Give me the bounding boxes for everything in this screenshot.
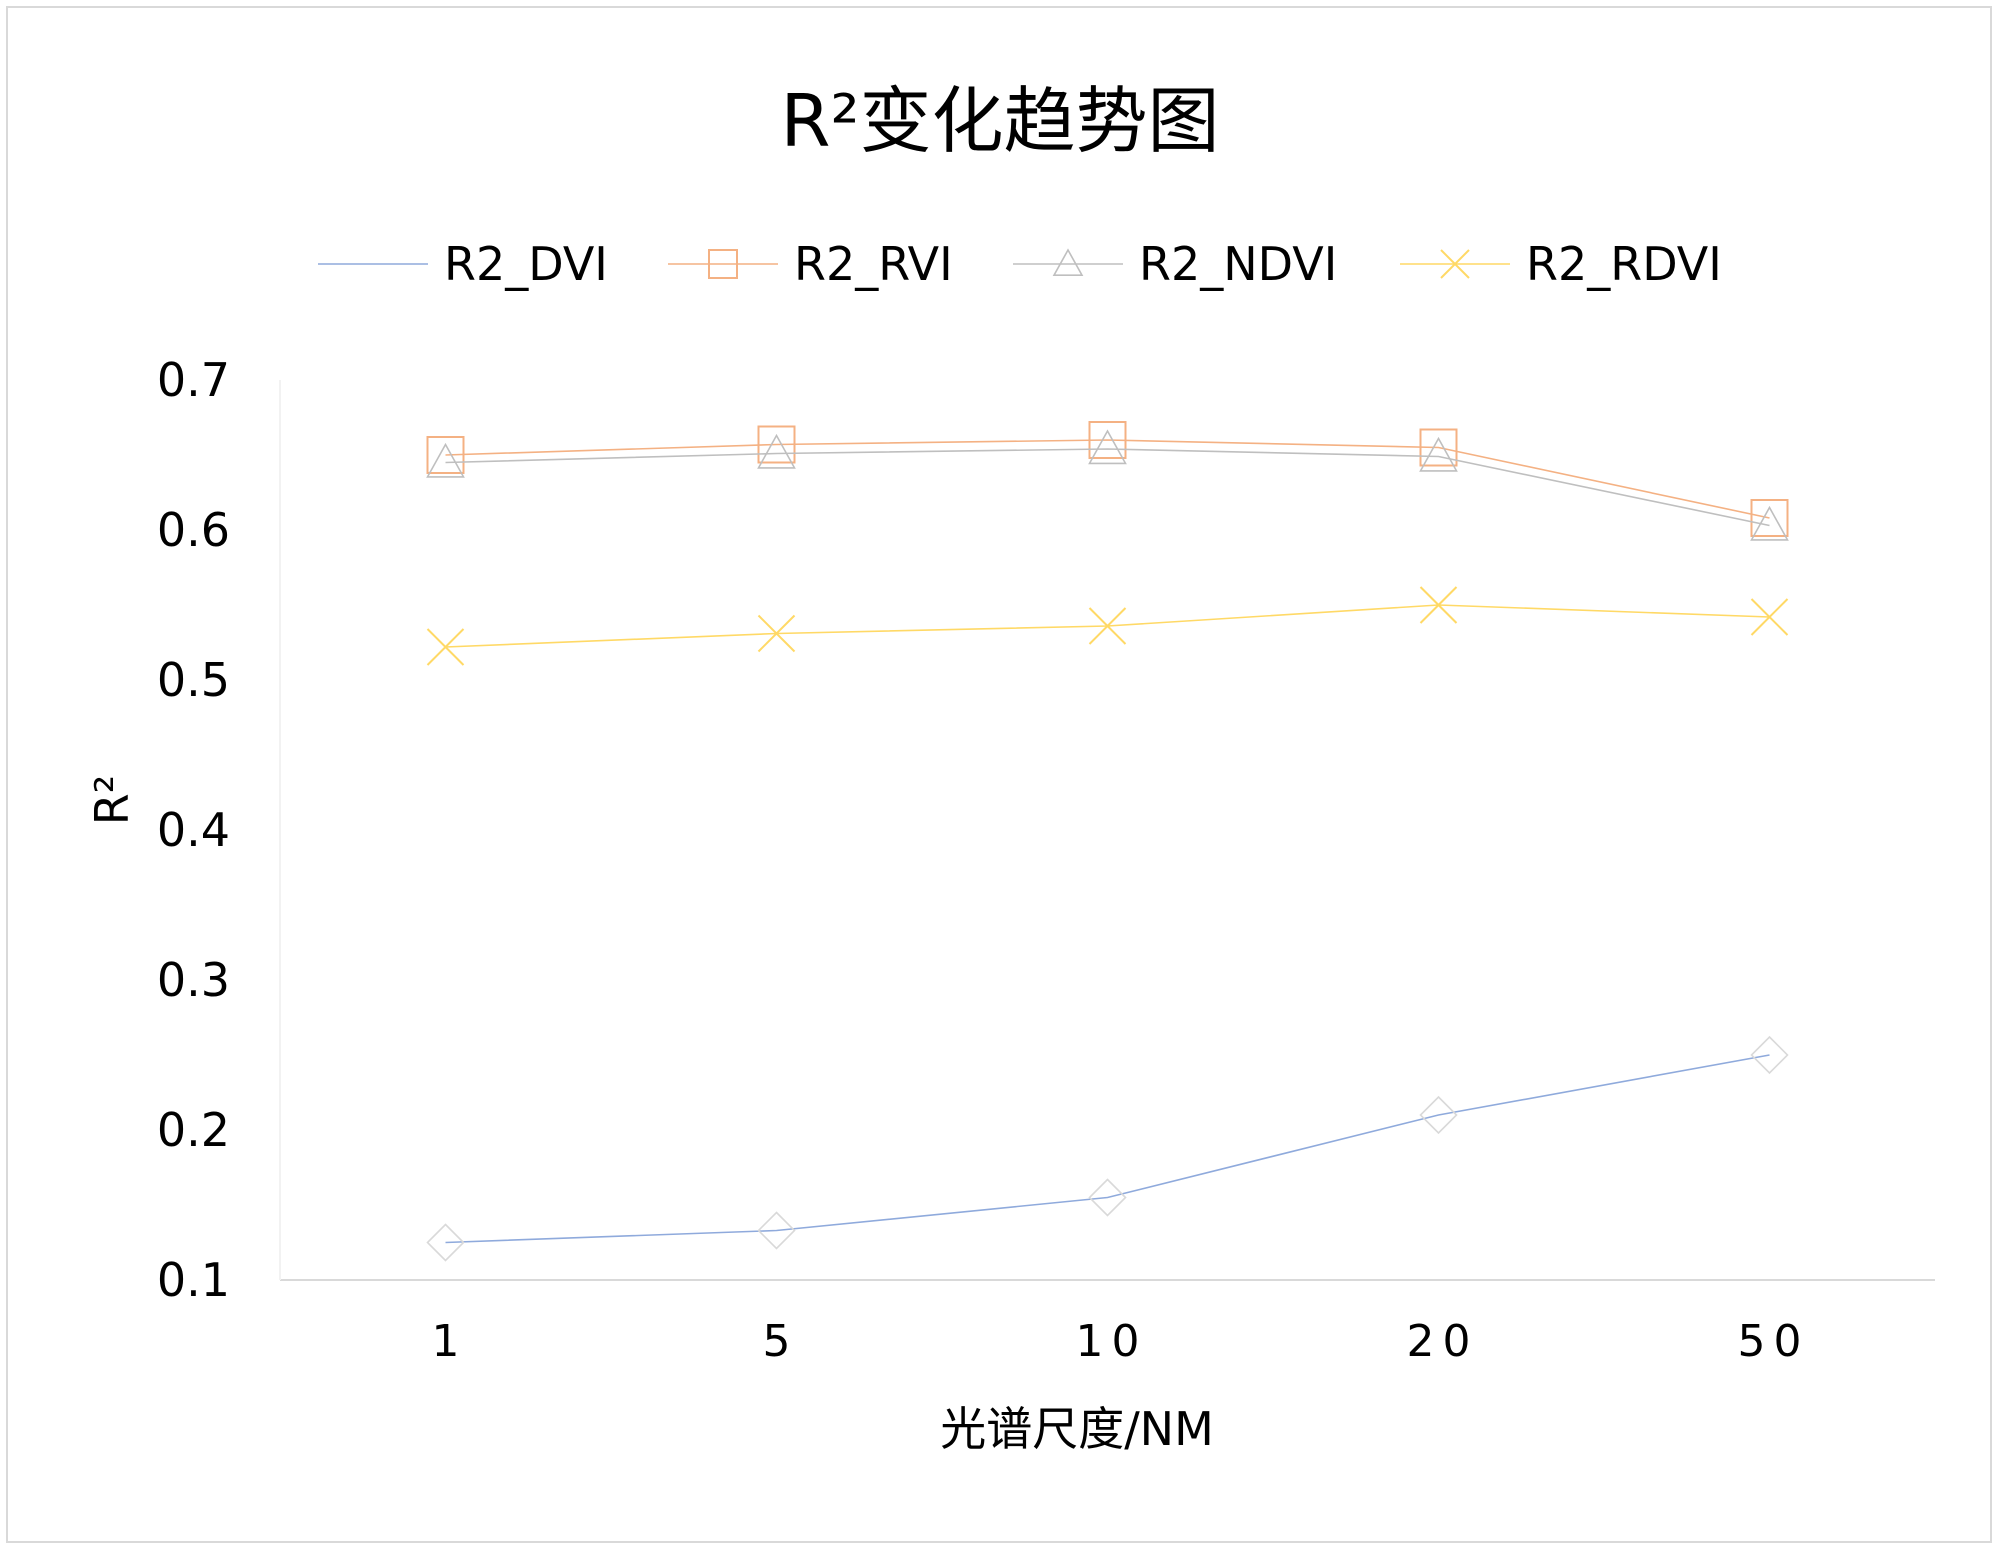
series-r2-rdvi <box>426 586 1789 666</box>
series-line <box>445 439 1770 519</box>
data-point <box>1419 428 1458 467</box>
data-point <box>1419 586 1458 624</box>
legend-item: R2_DVI <box>318 237 608 291</box>
series-r2-ndvi <box>426 429 1789 541</box>
x-axis-ticks: 1 5 10 20 50 <box>432 1316 1810 1367</box>
legend: R2_DVI R2_RVI R2_NDVI R2_RDVI <box>318 237 1722 291</box>
legend-item: R2_RVI <box>668 237 953 291</box>
data-point <box>1419 436 1458 472</box>
series-r2-dvi <box>426 1035 1789 1262</box>
data-point <box>757 433 796 469</box>
y-tick-label: 0.1 <box>157 1253 230 1307</box>
legend-marker <box>1440 249 1470 279</box>
y-axis-label: R² <box>85 775 139 825</box>
legend-marker <box>708 249 738 279</box>
data-point <box>1088 421 1127 459</box>
x-tick-label: 50 <box>1738 1316 1810 1367</box>
data-point <box>1088 1178 1127 1217</box>
legend-label: R2_NDVI <box>1139 237 1337 291</box>
series-line <box>445 1054 1770 1244</box>
plot-area <box>426 421 1789 1262</box>
y-tick-label: 0.3 <box>157 953 230 1007</box>
legend-label: R2_RDVI <box>1526 237 1722 291</box>
data-point <box>426 628 465 666</box>
x-tick-label: 10 <box>1076 1316 1148 1367</box>
y-tick-label: 0.4 <box>157 803 230 857</box>
data-point <box>1750 499 1789 537</box>
data-point <box>426 442 465 478</box>
y-tick-label: 0.5 <box>157 653 230 707</box>
data-point <box>1419 1095 1458 1135</box>
legend-label: R2_RVI <box>794 237 953 291</box>
x-axis-label: 光谱尺度/NM <box>940 1402 1214 1456</box>
y-tick-label: 0.6 <box>157 503 230 557</box>
data-point <box>426 436 465 474</box>
legend-item: R2_NDVI <box>1013 237 1337 291</box>
legend-item: R2_RDVI <box>1400 237 1722 291</box>
x-tick-label: 20 <box>1407 1316 1479 1367</box>
y-axis-ticks: 0.1 0.2 0.3 0.4 0.5 0.6 0.7 <box>157 353 230 1307</box>
axes <box>279 380 1935 1281</box>
y-tick-label: 0.2 <box>157 1103 230 1157</box>
data-point <box>1750 1035 1789 1075</box>
legend-label: R2_DVI <box>444 237 608 291</box>
data-point <box>1088 607 1127 645</box>
chart-title: R²变化趋势图 <box>781 79 1220 163</box>
x-tick-label: 1 <box>432 1316 468 1367</box>
data-point <box>1750 505 1789 541</box>
chart-frame <box>6 6 1992 1543</box>
x-tick-label: 5 <box>763 1316 799 1367</box>
data-point <box>757 425 796 464</box>
y-tick-label: 0.7 <box>157 353 230 407</box>
data-point <box>757 1211 796 1250</box>
data-point <box>1750 598 1789 636</box>
data-point <box>1088 429 1127 465</box>
data-point <box>757 614 796 653</box>
data-point <box>426 1223 465 1262</box>
series-r2-rvi <box>426 421 1789 537</box>
legend-marker <box>1052 248 1084 277</box>
series-line <box>445 448 1770 527</box>
